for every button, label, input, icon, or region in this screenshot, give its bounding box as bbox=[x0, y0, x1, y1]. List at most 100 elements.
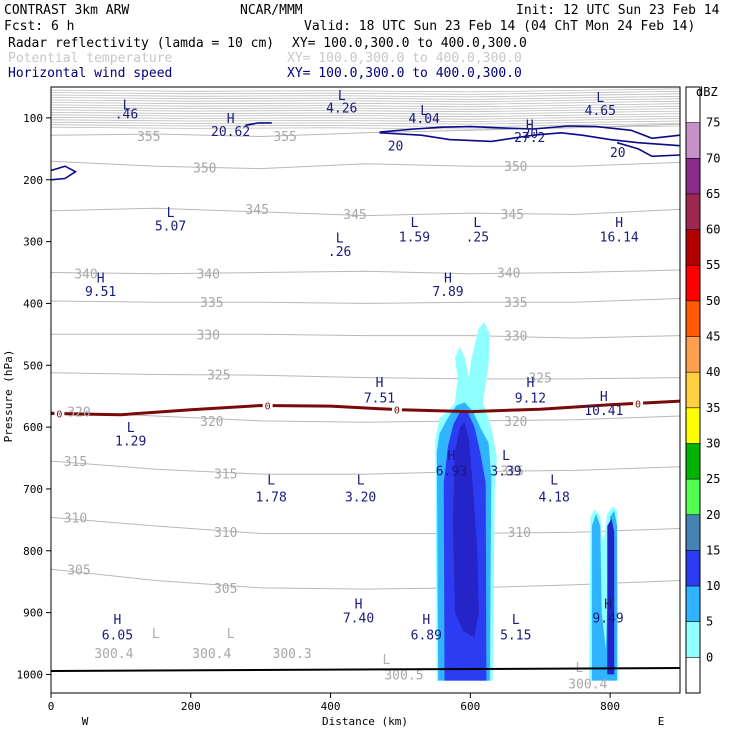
wind-extremum-marker: H bbox=[355, 597, 363, 612]
colorbar-swatch bbox=[686, 514, 700, 551]
field-wind-xy: XY= 100.0,300.0 to 400.0,300.0 bbox=[287, 66, 522, 81]
theta-contour-line bbox=[50, 207, 681, 217]
plot-frame bbox=[50, 86, 681, 694]
colorbar-label: 50 bbox=[706, 294, 720, 308]
theta-contour-label: 345 bbox=[501, 208, 524, 223]
x-tick-label: 800 bbox=[600, 700, 620, 713]
theta-contour-line bbox=[50, 105, 681, 110]
theta-contour-label: 300.4 bbox=[568, 678, 607, 693]
theta-contour-line bbox=[50, 298, 681, 304]
y-tick-label: 1000 bbox=[17, 668, 44, 681]
wind-extremum-value: 5.07 bbox=[155, 220, 186, 235]
colorbar-swatch bbox=[686, 229, 700, 266]
theta-contour-label: 335 bbox=[504, 296, 527, 311]
theta-contour-label: 300.5 bbox=[384, 668, 423, 683]
theta-contour-label: 340 bbox=[197, 268, 220, 283]
wind-extremum-marker: H bbox=[615, 216, 623, 231]
wind-contour-label: 20 bbox=[388, 140, 404, 155]
field-reflectivity-xy: XY= 100.0,300.0 to 400.0,300.0 bbox=[292, 36, 527, 51]
theta-contour-line bbox=[50, 269, 681, 275]
colorbar-swatch bbox=[686, 479, 700, 515]
theta-contour-line bbox=[50, 110, 681, 115]
theta-contour-line bbox=[50, 120, 681, 125]
theta-contour-label: 330 bbox=[197, 328, 220, 343]
y-tick-label: 300 bbox=[23, 236, 43, 249]
freezing-label-bg bbox=[54, 407, 65, 419]
theta-contour-line bbox=[50, 118, 681, 123]
terrain-line bbox=[50, 667, 681, 672]
field-labels: 355 355 350 350 345 345 345 340 340 340 335 335 330 3… bbox=[64, 89, 639, 693]
theta-contour-label: 355 bbox=[137, 130, 160, 145]
colorbar-label: 75 bbox=[706, 116, 720, 130]
wind-extremum-marker: L bbox=[473, 216, 481, 231]
east-label: E bbox=[658, 715, 665, 728]
model-title: CONTRAST 3km ARW bbox=[4, 3, 129, 18]
y-tick-label: 800 bbox=[23, 545, 43, 558]
colorbar-label: 15 bbox=[706, 543, 720, 557]
wind-extremum-marker: L bbox=[512, 613, 520, 628]
theta-contour-label: 345 bbox=[245, 203, 268, 218]
theta-contour-label: 320 bbox=[504, 415, 527, 430]
wind-extremum-marker: L bbox=[338, 89, 346, 104]
theta-contour-line bbox=[50, 88, 681, 93]
theta-contour-label: 325 bbox=[528, 372, 551, 387]
wind-extremum-value: 9.51 bbox=[85, 285, 116, 300]
reflectivity-area bbox=[607, 518, 615, 675]
theta-contour-label: 300.4 bbox=[94, 647, 133, 662]
wind-extremum-marker: L bbox=[357, 474, 365, 489]
theta-contour-line bbox=[50, 372, 681, 380]
wind-extremum-marker: L bbox=[123, 98, 131, 113]
theta-contours bbox=[50, 88, 681, 590]
theta-contour-line bbox=[50, 108, 681, 113]
theta-contour-label: 320 bbox=[67, 406, 90, 421]
colorbar-label: 60 bbox=[706, 223, 720, 237]
colorbar-label: 55 bbox=[706, 258, 720, 272]
field-reflectivity-name: Radar reflectivity (lamda = 10 cm) bbox=[8, 36, 274, 51]
x-tick-label: 200 bbox=[181, 700, 201, 713]
west-label: W bbox=[82, 715, 89, 728]
wind-extremum-marker: H bbox=[600, 390, 608, 405]
colorbar-swatch bbox=[686, 336, 700, 373]
wind-extremum-value: 20.62 bbox=[211, 125, 250, 140]
colorbar-swatch bbox=[686, 586, 700, 622]
wind-extremum-value: .25 bbox=[466, 231, 489, 246]
wind-extremum-marker: L bbox=[502, 449, 510, 464]
wind-extremum-value: 3.20 bbox=[345, 490, 376, 505]
x-tick-label: 600 bbox=[460, 700, 480, 713]
wind-extremum-marker: H bbox=[97, 271, 105, 286]
theta-contour-line bbox=[50, 100, 681, 105]
wind-extremum-marker: H bbox=[376, 376, 384, 391]
field-theta-xy: XY= 100.0,300.0 to 400.0,300.0 bbox=[287, 51, 522, 66]
colorbar-label: 0 bbox=[706, 650, 713, 664]
colorbar-label: 40 bbox=[706, 365, 720, 379]
colorbar-label: 35 bbox=[706, 401, 720, 415]
theta-contour-line bbox=[50, 411, 681, 423]
freezing-level-label: 0 bbox=[635, 399, 641, 410]
theta-contour-label: 315 bbox=[64, 455, 87, 470]
colorbar-swatch bbox=[686, 372, 700, 408]
wind-extremum-value: 5.15 bbox=[500, 628, 531, 643]
field-theta-name: Potential temperature bbox=[8, 51, 173, 66]
freezing-label-bg bbox=[391, 403, 402, 415]
theta-contour-label: 300.4 bbox=[192, 647, 231, 662]
valid-time: Valid: 18 UTC Sun 23 Feb 14 (04 ChT Mon … bbox=[304, 19, 695, 34]
theta-contour-label: 300.3 bbox=[273, 647, 312, 662]
x-axis-label: Distance (km) bbox=[322, 715, 408, 728]
theta-contour-label: 305 bbox=[67, 563, 90, 578]
wind-extremum-value: 4.04 bbox=[409, 112, 440, 127]
colorbar-swatch bbox=[686, 657, 700, 693]
theta-contour-line bbox=[50, 113, 681, 118]
wind-extremum-value: 27.2 bbox=[514, 131, 545, 146]
colorbar-swatch bbox=[686, 300, 700, 337]
wind-extremum-value: 4.65 bbox=[585, 104, 616, 119]
plot-area: 0 0 0 0 355 355 350 350 345 345 345 340 340 340 335 33… bbox=[50, 86, 681, 694]
theta-contour-line bbox=[50, 568, 681, 590]
wind-extremum-value: 9.12 bbox=[515, 391, 546, 406]
freezing-level-label: 0 bbox=[394, 406, 400, 417]
theta-contour-label: 345 bbox=[343, 208, 366, 223]
wind-extremum-value: 6.05 bbox=[102, 628, 133, 643]
freezing-label-bg bbox=[633, 397, 644, 409]
colorbar-swatch bbox=[686, 407, 700, 444]
